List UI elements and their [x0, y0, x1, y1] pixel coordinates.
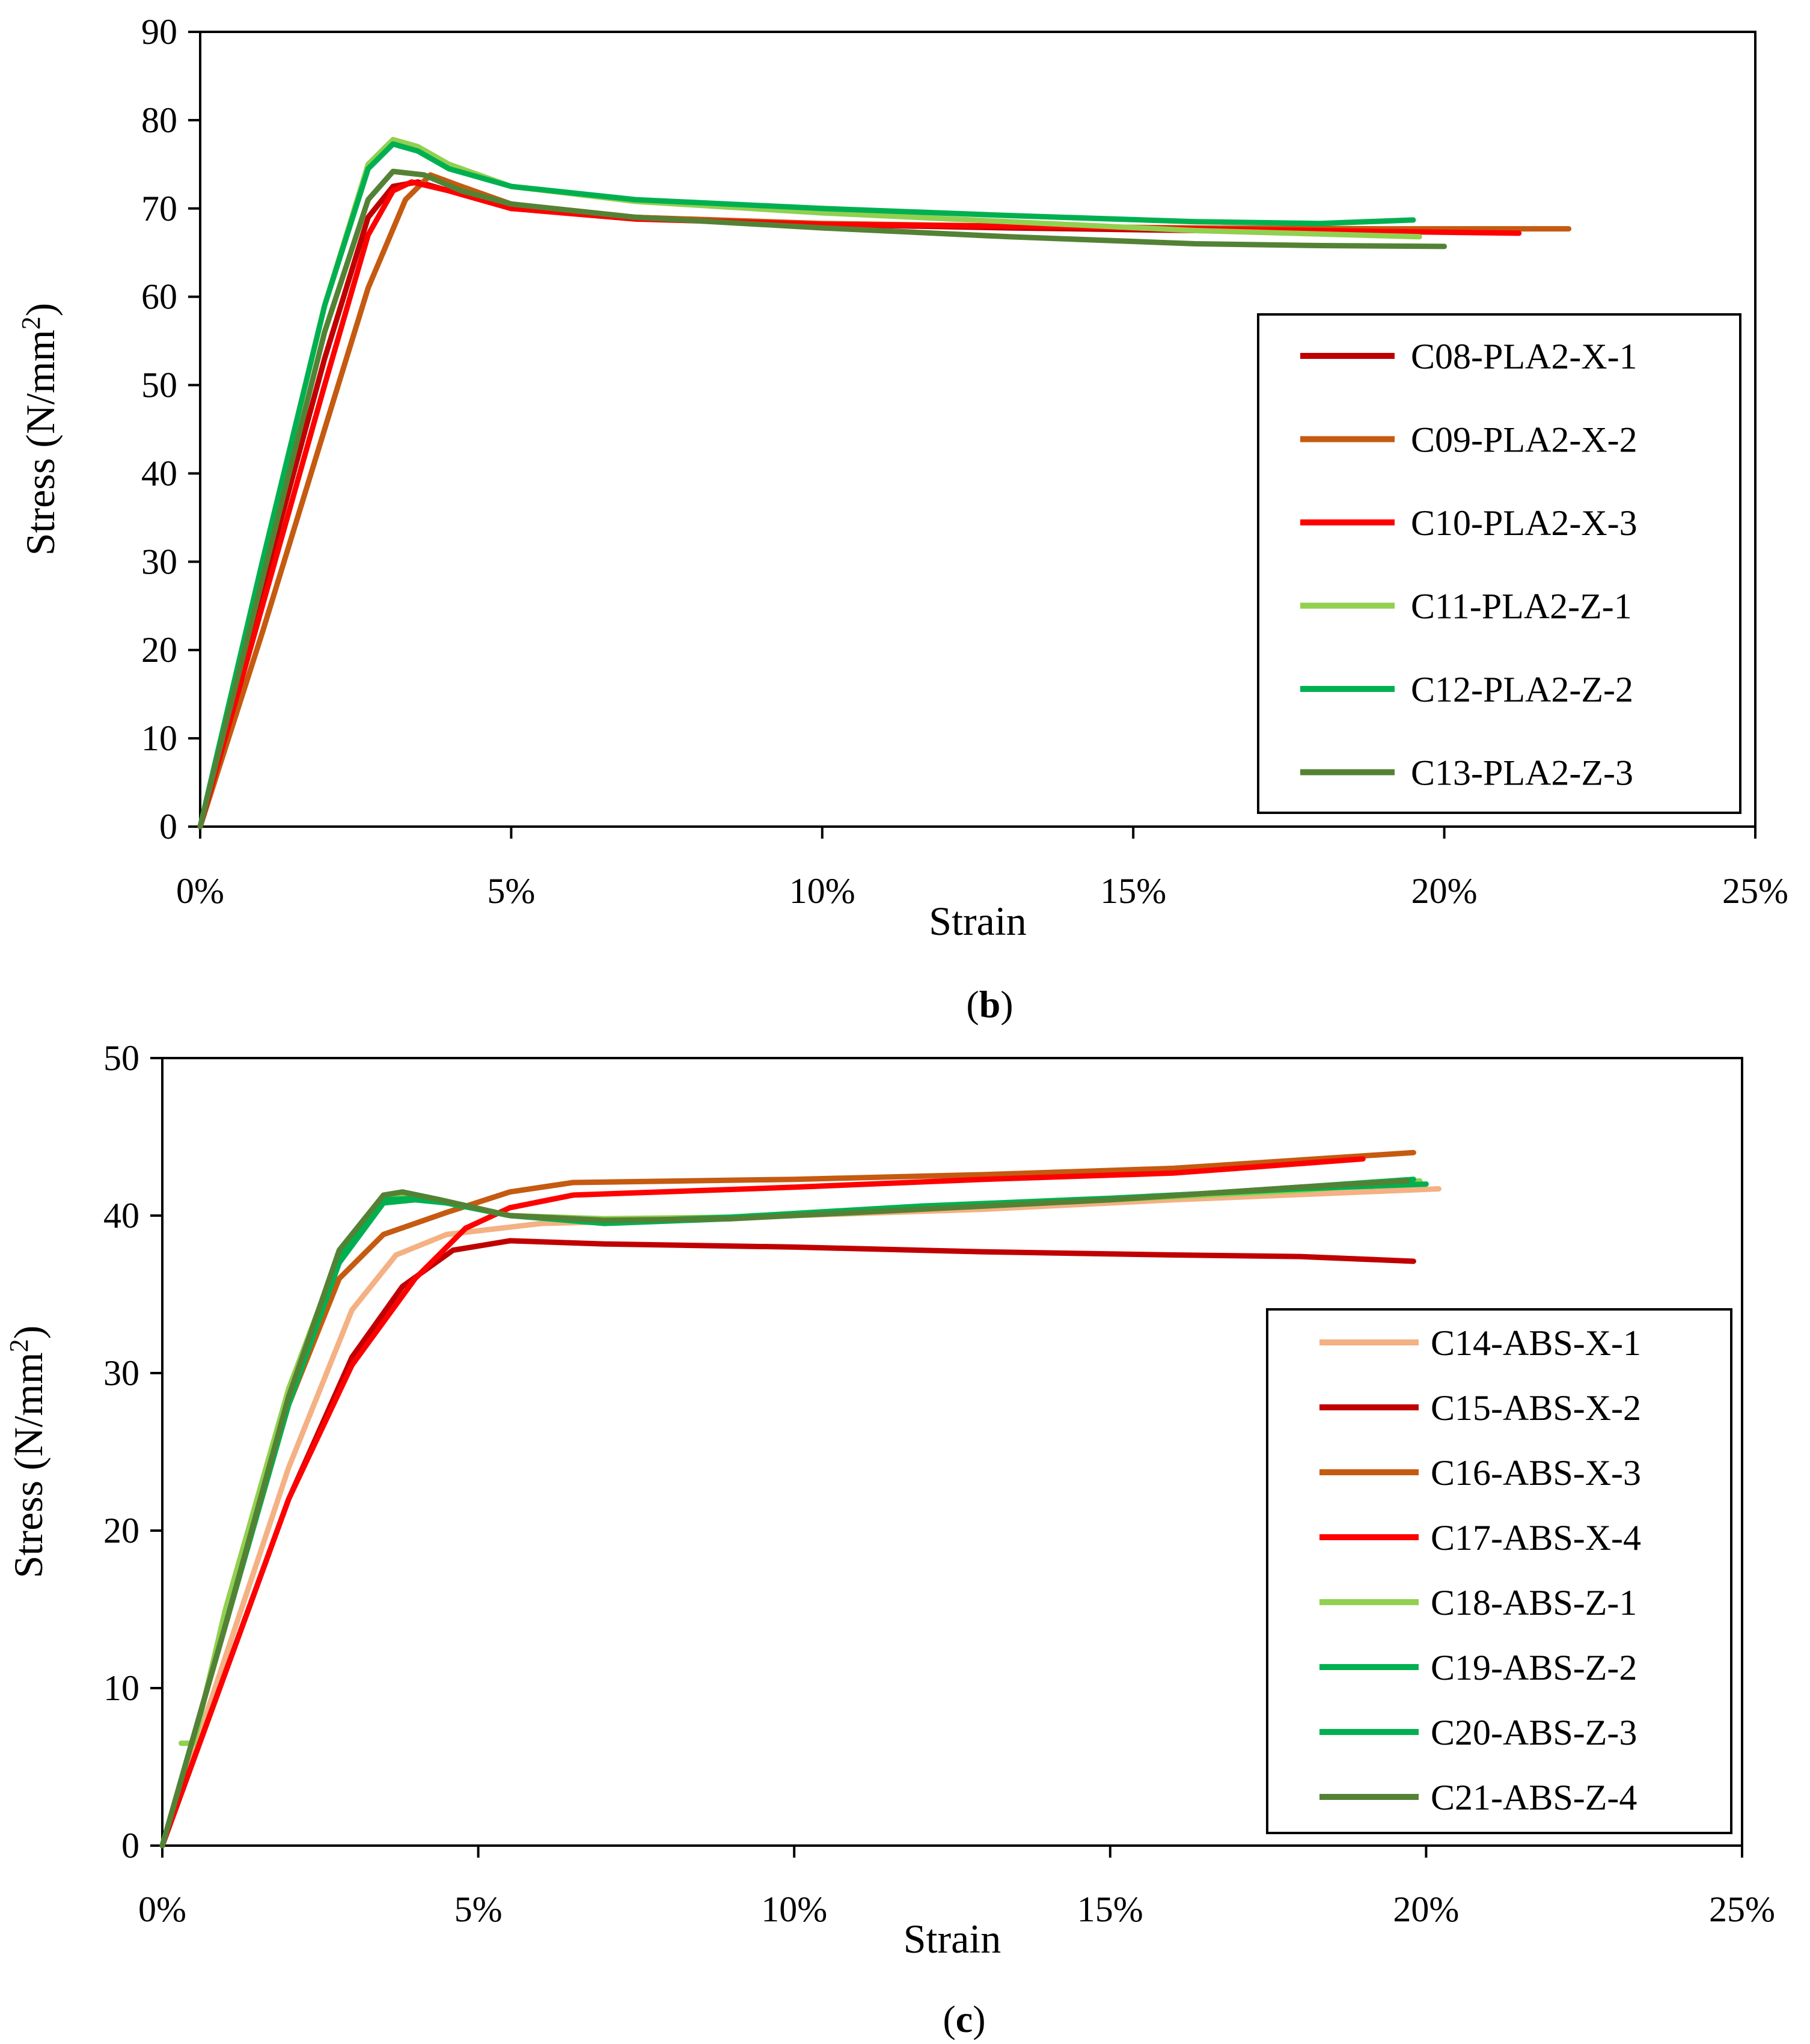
y-tick-label: 40: [103, 1196, 139, 1235]
x-tick-label: 0%: [176, 871, 224, 911]
panel-label-close: ): [973, 1998, 985, 2040]
x-tick-label: 25%: [1709, 1889, 1775, 1929]
plot-area-frame: [199, 31, 1756, 828]
y-tick-label: 60: [141, 277, 177, 317]
legend-label: C19-ABS-Z-2: [1431, 1648, 1637, 1688]
legend-label: C21-ABS-Z-4: [1431, 1778, 1637, 1817]
y-tick-label: 0: [121, 1826, 139, 1865]
plot-area-frame: [161, 1057, 1743, 1847]
y-tick-label: 40: [141, 453, 177, 493]
legend-box: [1266, 1308, 1732, 1834]
x-axis-label: Strain: [903, 1916, 1001, 1962]
y-tick-label: 30: [103, 1353, 139, 1393]
x-tick-label: 25%: [1722, 871, 1788, 911]
y-tick-label: 70: [141, 189, 177, 228]
legend-box: [1257, 313, 1741, 814]
panel-label-open: (: [966, 983, 979, 1026]
series-group: [159, 1149, 1442, 1849]
series-line-c21-abs-z-4: [159, 1178, 1410, 1849]
y-axis-label-superscript: 2: [16, 316, 46, 329]
legend-label: C13-PLA2-Z-3: [1411, 753, 1633, 793]
legend-label: C16-ABS-X-3: [1431, 1453, 1641, 1493]
x-tick-label: 5%: [487, 871, 535, 911]
x-tick-label: 10%: [789, 871, 855, 911]
panel-c-stress-strain-chart: 0 10 20 30 40 50 0% 5% 10% 15% 20% 25% Strain Stress …: [4, 1038, 1775, 2040]
panel-label: (c): [943, 1998, 985, 2040]
series-line-c14-abs-x-1: [159, 1186, 1442, 1849]
panel-label: (b): [966, 983, 1013, 1026]
x-tick-label: 20%: [1393, 1889, 1459, 1929]
legend-label: C15-ABS-X-2: [1431, 1388, 1641, 1428]
panel-label-open: (: [943, 1998, 955, 2040]
panel-label-letter: c: [956, 1998, 973, 2040]
y-tick-label: 80: [141, 100, 177, 140]
y-axis-label: Stress (N/mm2): [16, 303, 63, 556]
legend: C14-ABS-X-1 C15-ABS-X-2 C16-ABS-X-3 C17-ABS…: [1266, 1308, 1732, 1834]
y-tick-label: 90: [141, 12, 177, 52]
y-axis-label: Stress (N/mm2): [4, 1326, 51, 1579]
y-tick-label: 50: [103, 1038, 139, 1078]
series-line-c17-abs-x-4: [159, 1156, 1366, 1849]
legend-label: C20-ABS-Z-3: [1431, 1713, 1637, 1752]
x-tick-label: 0%: [138, 1889, 186, 1929]
x-tick-label: 10%: [761, 1889, 827, 1929]
legend-label: C11-PLA2-Z-1: [1411, 587, 1632, 626]
legend-label: C14-ABS-X-1: [1431, 1323, 1641, 1363]
y-axis-label-text: Stress (N/mm: [5, 1352, 51, 1578]
y-axis-label-superscript: 2: [4, 1339, 34, 1352]
y-axis-label-suffix: ): [17, 303, 63, 317]
y-axis-label-suffix: ): [5, 1326, 51, 1339]
series-group: [197, 136, 1572, 830]
y-tick-label: 50: [141, 366, 177, 405]
legend-label: C09-PLA2-X-2: [1411, 420, 1637, 460]
legend: C08-PLA2-X-1 C09-PLA2-X-2 C10-PLA2-X-3 C11-…: [1257, 313, 1741, 814]
x-axis-label: Strain: [929, 898, 1026, 944]
y-tick-label: 20: [103, 1511, 139, 1550]
x-tick-label: 15%: [1100, 871, 1166, 911]
panel-label-letter: b: [979, 983, 1001, 1026]
x-tick-label: 15%: [1077, 1889, 1143, 1929]
series-line-c12-pla2-z-2: [197, 141, 1416, 830]
legend-label: C12-PLA2-Z-2: [1411, 670, 1633, 709]
y-tick-label: 20: [141, 630, 177, 670]
series-line-c13-pla2-z-3: [197, 168, 1448, 830]
legend-label: C18-ABS-Z-1: [1431, 1583, 1637, 1623]
y-tick-label: 0: [159, 807, 177, 846]
legend-label: C17-ABS-X-4: [1431, 1518, 1641, 1558]
y-tick-label: 30: [141, 542, 177, 581]
y-tick-label: 10: [141, 718, 177, 758]
panel-b-stress-strain-chart: 0 10 20 30 40 50 60 70 80 90 0% 5% 10% 15% 20% 25% Strai…: [16, 12, 1788, 1026]
y-axis-label-text: Stress (N/mm: [17, 329, 63, 555]
x-tick-label: 5%: [454, 1889, 503, 1929]
legend-label: C08-PLA2-X-1: [1411, 337, 1637, 376]
panel-label-close: ): [1000, 983, 1013, 1026]
y-tick-label: 10: [103, 1668, 139, 1708]
x-tick-label: 20%: [1411, 871, 1478, 911]
legend-label: C10-PLA2-X-3: [1411, 503, 1637, 543]
